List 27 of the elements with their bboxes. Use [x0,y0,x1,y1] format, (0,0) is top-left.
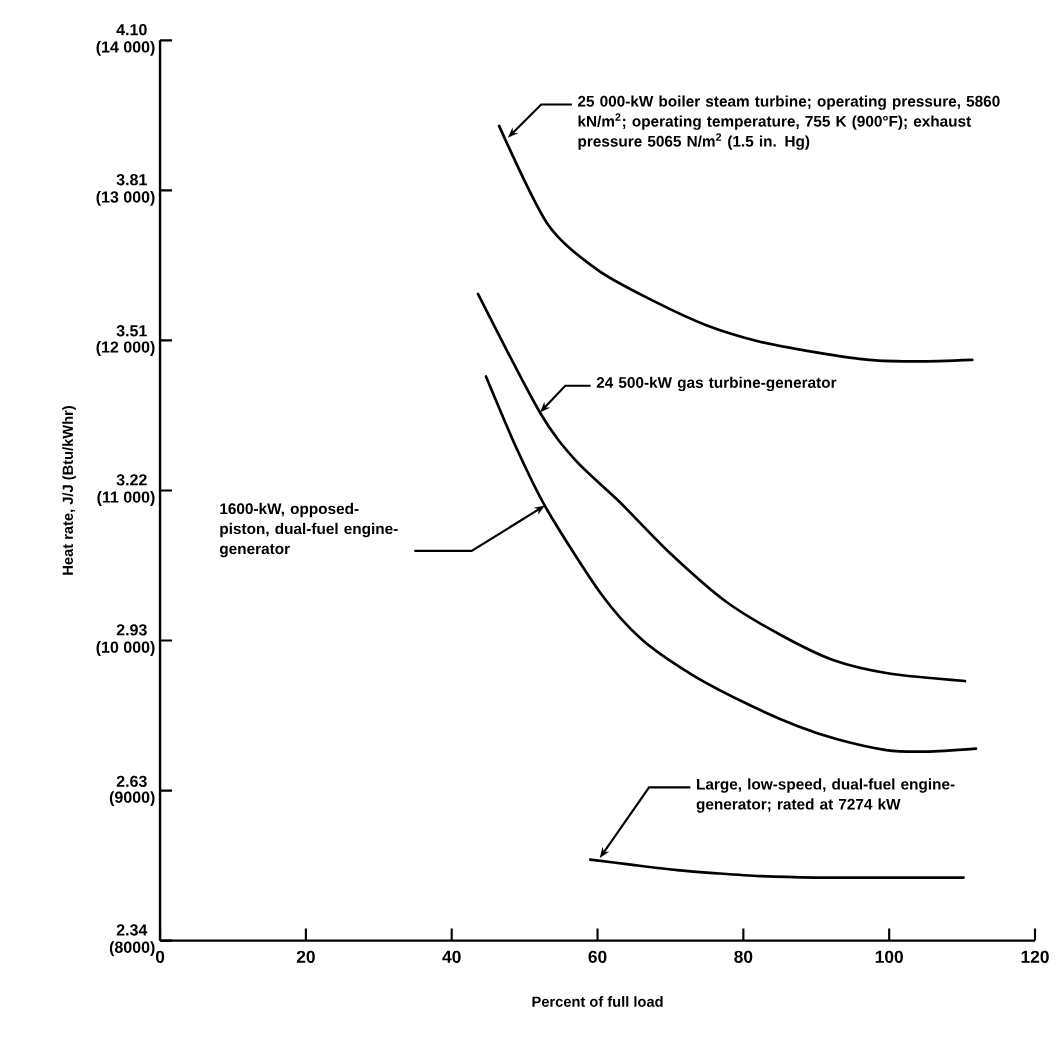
y-tick-label: (11 000) [97,491,155,507]
y2-tick-label: 4.10 [116,24,147,36]
y-tick-label: (8000) [109,941,155,957]
y2-tick-label: 2.63 [116,775,147,788]
y2-tick-label: 3.51 [116,325,147,337]
y-tick-label: (10 000) [96,641,155,657]
y-tick-label: (9000) [109,791,155,807]
x-tick-label: 80 [734,950,753,964]
annotation: 24 500-kW gas turbine-generator [596,376,837,392]
x-axis-title: Percent of full load [532,996,663,1008]
y-tick-label: (13 000) [96,191,155,207]
x-tick-label: 20 [296,950,315,964]
x-tick-label: 60 [588,950,607,964]
y2-tick-label: 3.81 [116,174,147,186]
annotation: 1600-kW, opposed-piston, dual-fuel engine-generator [219,503,398,558]
annotation: 25 000-kW boiler steam turbine; operating pressure, 5860 kN/m$^{2}$; operating temperature, 755 K (900°F); exhaust pressure 5065 N/m$^{2}$ (1.5 in. Hg) [577,95,1000,150]
annotation: Large, low-speed, dual-fuel engine-generator; rated at 7274 kW [696,778,955,813]
x-tick-label: 40 [442,950,461,964]
y2-tick-label: 2.93 [116,624,147,636]
y-tick-label: (14 000) [96,41,155,56]
y-axis-title: Heat rate, J/J (Btu/kWhr) [62,406,76,575]
x-tick-label: 120 [1021,950,1049,964]
x-tick-label: 0 [155,950,165,964]
x-tick-label: 100 [875,950,903,964]
y2-tick-label: 3.22 [116,474,147,486]
y2-tick-label: 2.34 [116,924,148,936]
y-tick-label: (12 000) [96,341,155,357]
